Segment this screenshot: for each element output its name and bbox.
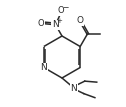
- Text: O: O: [58, 6, 64, 15]
- Text: N: N: [71, 84, 77, 93]
- Text: N: N: [52, 20, 59, 29]
- Text: O: O: [77, 16, 84, 25]
- Text: −: −: [62, 3, 69, 12]
- Text: +: +: [56, 18, 62, 24]
- Text: N: N: [40, 63, 47, 73]
- Text: O: O: [38, 19, 44, 28]
